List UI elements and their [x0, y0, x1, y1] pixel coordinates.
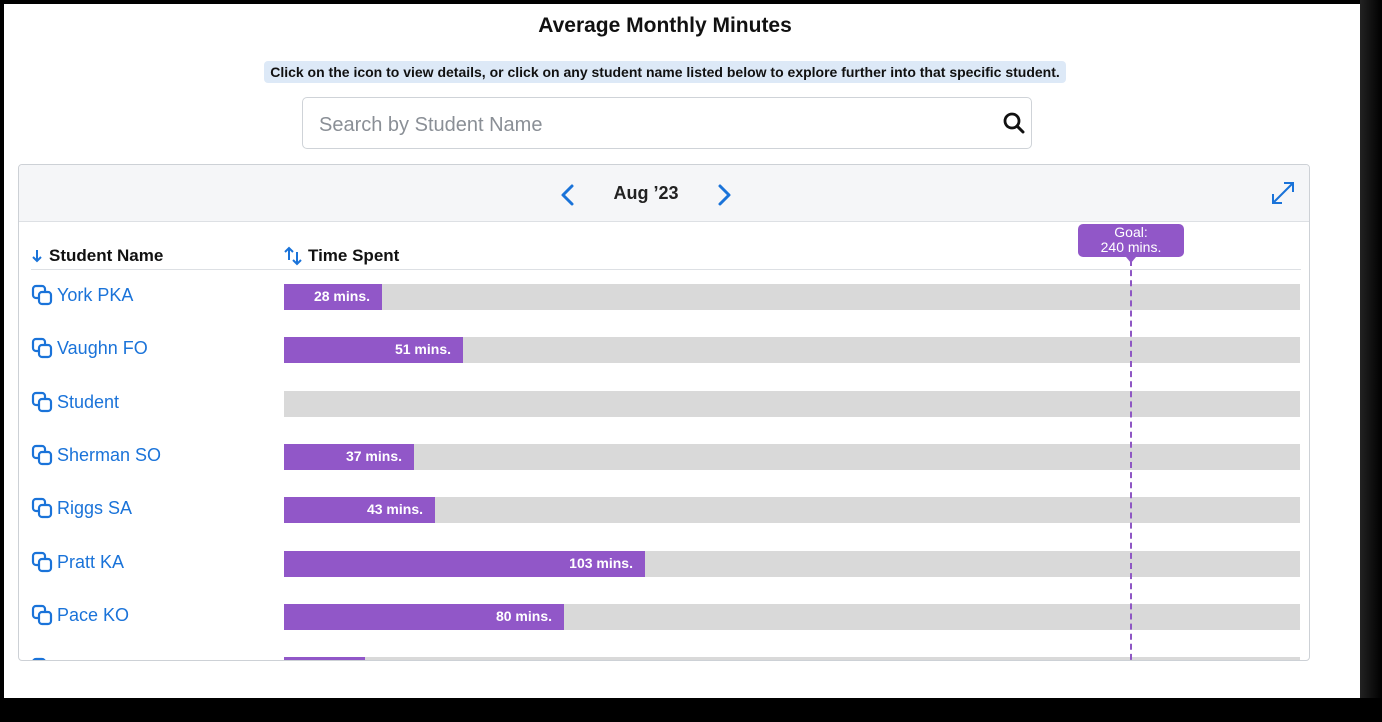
student-name: Pace KO	[57, 604, 130, 625]
table-row: Student	[19, 377, 1309, 430]
column-header-student-name[interactable]: Student Name	[31, 243, 163, 269]
goal-value: 240 mins.	[1100, 239, 1162, 255]
bar-track: 43 mins.	[284, 497, 1300, 523]
bar-track: 28 mins.	[284, 284, 1300, 310]
goal-badge: Goal: 240 mins.	[1078, 224, 1184, 263]
student-name-link[interactable]: Pratt KA	[31, 551, 124, 573]
search-icon[interactable]	[1001, 110, 1027, 136]
time-bar: 37 mins.	[284, 444, 414, 470]
column-label: Time Spent	[308, 246, 400, 265]
window-frame-right	[1360, 0, 1382, 722]
search-input[interactable]	[317, 110, 981, 140]
time-bar: 43 mins.	[284, 497, 435, 523]
expand-icon[interactable]	[1269, 179, 1297, 207]
student-name: Student	[57, 391, 120, 412]
page-title: Average Monthly Minutes	[538, 14, 792, 37]
student-name-link[interactable]: York PKA	[31, 284, 133, 306]
column-header-time-spent[interactable]: Time Spent	[284, 243, 399, 269]
student-name: Vaughn FO	[57, 337, 148, 358]
header-divider	[31, 269, 1301, 270]
table-row	[19, 643, 1309, 661]
student-name: York PKA	[57, 284, 134, 305]
view-details-icon[interactable]	[31, 604, 53, 626]
time-bar: 51 mins.	[284, 337, 463, 363]
view-details-icon[interactable]	[31, 497, 53, 519]
chevron-left-icon[interactable]	[557, 182, 579, 208]
bar-track: 51 mins.	[284, 337, 1300, 363]
chevron-right-icon[interactable]	[713, 182, 735, 208]
minutes-panel: Aug ’23 Student Name Time Spent York PKA…	[18, 164, 1310, 661]
bar-track: 80 mins.	[284, 604, 1300, 630]
search-box	[302, 97, 1032, 149]
table-row: York PKA 28 mins.	[19, 270, 1309, 323]
column-label: Student Name	[49, 246, 164, 265]
sort-both-icon	[284, 246, 302, 266]
view-details-icon[interactable]	[31, 284, 53, 306]
table-row: Pace KO 80 mins.	[19, 590, 1309, 643]
panel-header: Aug ’23	[19, 165, 1309, 222]
view-details-icon[interactable]	[31, 391, 53, 413]
hint-container: Click on the icon to view details, or cl…	[0, 61, 1330, 83]
student-name-link[interactable]: Pace KO	[31, 604, 129, 626]
view-details-icon[interactable]	[31, 337, 53, 359]
time-bar	[284, 657, 365, 660]
table-row: Riggs SA 43 mins.	[19, 483, 1309, 536]
student-name: Pratt KA	[57, 551, 125, 572]
student-name-link[interactable]	[31, 657, 57, 661]
goal-label: Goal:	[1114, 224, 1148, 240]
bar-track: 37 mins.	[284, 444, 1300, 470]
view-details-icon[interactable]	[31, 657, 53, 661]
window-frame-bottom	[0, 698, 1382, 722]
goal-line	[1130, 260, 1132, 660]
student-name: Sherman SO	[57, 444, 162, 465]
window-frame-top	[0, 0, 1382, 4]
view-details-icon[interactable]	[31, 444, 53, 466]
sort-down-icon	[32, 250, 42, 263]
student-name-link[interactable]: Vaughn FO	[31, 337, 148, 359]
table-row: Sherman SO 37 mins.	[19, 430, 1309, 483]
student-name-link[interactable]: Student	[31, 391, 119, 413]
window-frame-left	[0, 0, 4, 722]
bar-track: 103 mins.	[284, 551, 1300, 577]
time-bar: 28 mins.	[284, 284, 382, 310]
instruction-hint: Click on the icon to view details, or cl…	[264, 61, 1066, 83]
student-name-link[interactable]: Sherman SO	[31, 444, 161, 466]
time-bar: 80 mins.	[284, 604, 564, 630]
view-details-icon[interactable]	[31, 551, 53, 573]
bar-track	[284, 657, 1300, 660]
month-label: Aug ’23	[613, 183, 679, 203]
table-row: Pratt KA 103 mins.	[19, 537, 1309, 590]
student-name: Riggs SA	[57, 497, 133, 518]
table-row: Vaughn FO 51 mins.	[19, 323, 1309, 376]
time-bar: 103 mins.	[284, 551, 645, 577]
bar-track	[284, 391, 1300, 417]
student-name-link[interactable]: Riggs SA	[31, 497, 132, 519]
